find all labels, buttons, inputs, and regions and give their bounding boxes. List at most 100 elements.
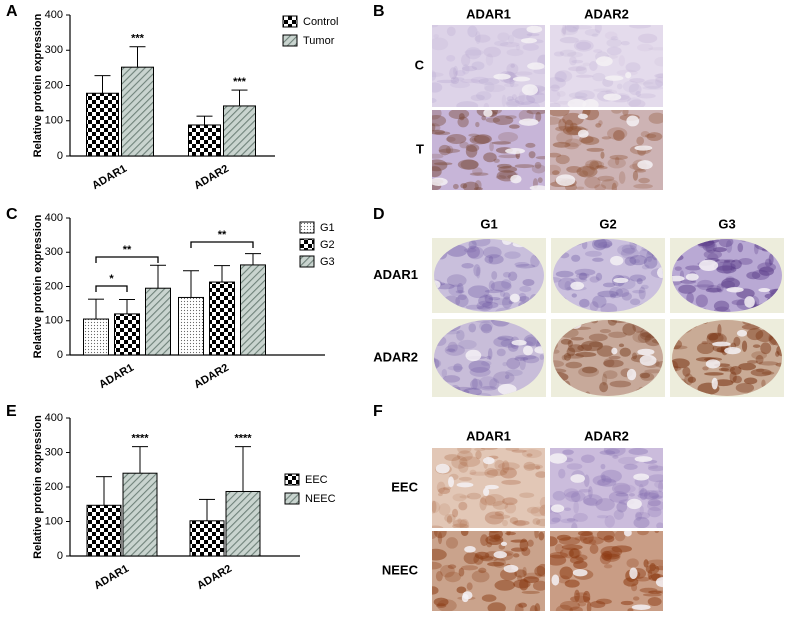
stain	[479, 320, 493, 332]
stain	[618, 343, 625, 348]
stain	[638, 33, 658, 44]
lumen	[711, 377, 718, 390]
stain	[550, 84, 560, 92]
stain	[620, 247, 640, 259]
stain	[723, 259, 736, 263]
panel-label: B	[373, 3, 385, 20]
lumen	[736, 329, 748, 337]
stain	[496, 348, 506, 357]
significance: *	[109, 273, 114, 285]
stain	[514, 164, 535, 169]
stain	[622, 110, 629, 116]
stain	[638, 177, 650, 184]
y-tick-label: 300	[45, 246, 63, 258]
stain	[526, 453, 533, 457]
stain	[629, 298, 641, 306]
stain	[559, 566, 573, 580]
stain	[528, 151, 536, 159]
stain	[651, 495, 663, 500]
stain	[639, 372, 651, 379]
x-tick-label: ADAR1	[97, 362, 136, 391]
stain	[474, 551, 490, 560]
bar	[86, 504, 122, 557]
lumen	[493, 551, 507, 559]
lumen	[685, 273, 699, 281]
stain	[637, 93, 656, 99]
micrograph	[550, 531, 663, 611]
stain	[535, 111, 542, 123]
stain	[485, 117, 501, 123]
stain	[569, 56, 577, 66]
stain	[628, 83, 642, 96]
stain	[758, 361, 779, 366]
stain	[573, 560, 588, 569]
y-tick-label: 100	[45, 515, 63, 527]
stain	[574, 589, 580, 602]
stain	[471, 570, 490, 583]
stain	[576, 41, 592, 51]
y-tick-label: 400	[45, 412, 63, 424]
stain	[432, 548, 447, 561]
legend-swatch	[299, 238, 315, 251]
panel-label: E	[6, 403, 17, 420]
stain	[458, 339, 477, 350]
stain	[655, 361, 663, 368]
stain	[648, 590, 662, 594]
bar	[145, 287, 171, 356]
lumen	[551, 504, 565, 513]
stain	[432, 114, 447, 127]
stain	[432, 122, 441, 133]
stain	[479, 555, 494, 561]
stain	[474, 34, 491, 43]
stain	[603, 564, 613, 569]
stain	[476, 266, 481, 279]
stain	[498, 154, 520, 159]
stain	[597, 290, 619, 298]
column-label: ADAR1	[466, 428, 511, 443]
stain	[498, 131, 519, 143]
legend-label: Control	[303, 16, 338, 28]
micrograph	[550, 448, 663, 528]
stain	[583, 497, 598, 506]
lumen	[626, 368, 637, 381]
stain	[467, 285, 490, 299]
stain	[646, 132, 663, 142]
stain	[469, 172, 489, 176]
stain	[535, 518, 545, 527]
column-label: G1	[480, 216, 497, 231]
stain	[491, 141, 512, 145]
stain	[501, 94, 507, 107]
stain	[610, 293, 616, 299]
stain	[435, 570, 443, 582]
stain	[432, 70, 437, 81]
legend-swatch	[284, 473, 300, 486]
stain	[455, 294, 469, 308]
error-bar	[196, 115, 213, 125]
stain	[594, 25, 602, 33]
stain	[716, 347, 727, 353]
stain	[473, 554, 484, 565]
legend-swatch	[282, 34, 298, 47]
stain	[559, 49, 577, 57]
stain	[510, 63, 515, 68]
stain	[565, 361, 583, 369]
bar	[83, 318, 109, 356]
stain	[456, 101, 479, 107]
stain	[489, 514, 511, 520]
tissue	[550, 531, 663, 611]
stain	[474, 392, 492, 396]
stain	[634, 169, 647, 173]
stain	[553, 349, 560, 354]
stain	[570, 336, 585, 341]
stain	[514, 519, 526, 527]
stain	[558, 118, 567, 131]
stain	[552, 141, 571, 148]
stain	[522, 355, 540, 364]
stain	[458, 567, 465, 577]
panel-label: C	[6, 206, 18, 223]
stain	[571, 59, 584, 64]
lumen	[639, 354, 657, 366]
stain	[597, 175, 615, 182]
stain	[491, 271, 498, 280]
